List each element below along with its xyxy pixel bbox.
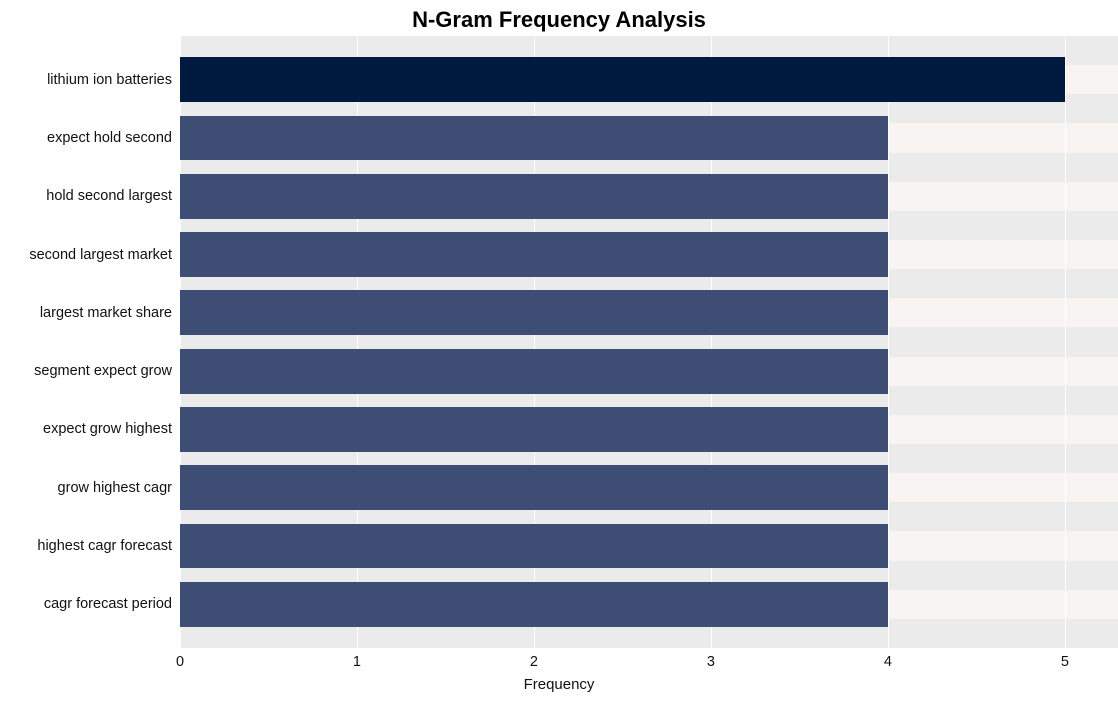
bar — [180, 349, 888, 394]
y-tick-label: cagr forecast period — [0, 596, 172, 612]
bar — [180, 582, 888, 627]
y-tick-label: highest cagr forecast — [0, 538, 172, 554]
grid-line — [1065, 36, 1066, 648]
bar — [180, 465, 888, 510]
bar — [180, 116, 888, 161]
grid-line — [888, 36, 889, 648]
y-tick-label: second largest market — [0, 247, 172, 263]
y-tick-label: expect grow highest — [0, 421, 172, 437]
bar — [180, 174, 888, 219]
bar — [180, 524, 888, 569]
bar — [180, 290, 888, 335]
x-tick-label: 3 — [707, 654, 715, 670]
bar — [180, 57, 1065, 102]
y-tick-label: lithium ion batteries — [0, 72, 172, 88]
x-axis-label: Frequency — [0, 676, 1118, 693]
plot-area — [180, 36, 1118, 648]
ngram-frequency-chart: N-Gram Frequency Analysis lithium ion ba… — [0, 0, 1118, 701]
x-tick-label: 4 — [884, 654, 892, 670]
y-tick-label: grow highest cagr — [0, 480, 172, 496]
y-tick-label: hold second largest — [0, 188, 172, 204]
y-tick-label: segment expect grow — [0, 363, 172, 379]
bar — [180, 407, 888, 452]
x-tick-label: 5 — [1061, 654, 1069, 670]
y-tick-label: expect hold second — [0, 130, 172, 146]
y-tick-label: largest market share — [0, 305, 172, 321]
x-tick-label: 2 — [530, 654, 538, 670]
bar — [180, 232, 888, 277]
chart-title: N-Gram Frequency Analysis — [0, 7, 1118, 33]
x-tick-label: 0 — [176, 654, 184, 670]
x-tick-label: 1 — [353, 654, 361, 670]
